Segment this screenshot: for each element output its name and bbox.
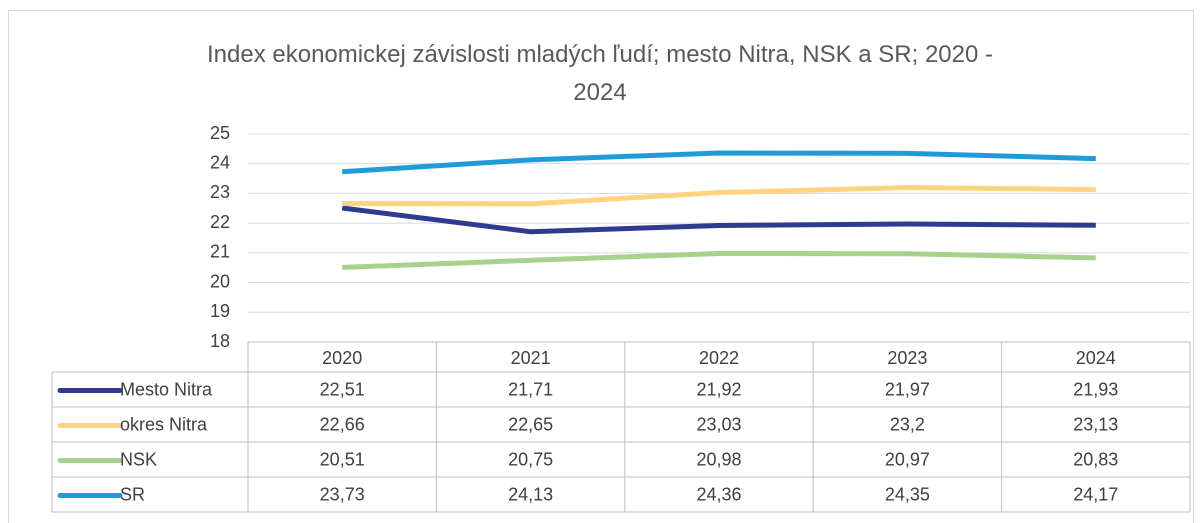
data-label: 24,36 — [696, 484, 741, 504]
y-tick-label: 23 — [210, 182, 230, 202]
data-label: 21,97 — [885, 379, 930, 399]
x-tick-label: 2020 — [322, 348, 362, 368]
data-label: 21,92 — [696, 379, 741, 399]
data-label: 20,75 — [508, 449, 553, 469]
data-label: 20,51 — [320, 449, 365, 469]
data-label: 20,83 — [1073, 449, 1118, 469]
data-label: 23,13 — [1073, 414, 1118, 434]
data-label: 22,51 — [320, 379, 365, 399]
data-label: 21,71 — [508, 379, 553, 399]
chart-title: Index ekonomickej závislosti mladých ľud… — [207, 41, 993, 106]
legend-label: okres Nitra — [120, 414, 208, 434]
y-tick-label: 18 — [210, 331, 230, 351]
data-label: 23,73 — [320, 484, 365, 504]
y-tick-label: 22 — [210, 212, 230, 232]
data-label: 22,66 — [320, 414, 365, 434]
legend-label: NSK — [120, 449, 157, 469]
y-tick-label: 19 — [210, 301, 230, 321]
x-tick-label: 2023 — [887, 348, 927, 368]
data-label: 24,17 — [1073, 484, 1118, 504]
series-line — [342, 184, 1096, 207]
y-tick-label: 20 — [210, 271, 230, 291]
x-tick-label: 2024 — [1076, 348, 1116, 368]
data-label: 23,2 — [890, 414, 925, 434]
series-line — [342, 150, 1096, 175]
y-tick-label: 21 — [210, 242, 230, 262]
chart-border — [8, 10, 1194, 523]
legend-label: Mesto Nitra — [120, 379, 213, 399]
data-label: 20,98 — [696, 449, 741, 469]
legend-label: SR — [120, 484, 145, 504]
series-line — [342, 250, 1096, 270]
data-label: 23,03 — [696, 414, 741, 434]
data-label: 20,97 — [885, 449, 930, 469]
data-label: 22,65 — [508, 414, 553, 434]
series-line — [341, 205, 1096, 235]
data-label: 24,13 — [508, 484, 553, 504]
y-tick-label: 24 — [210, 152, 230, 172]
x-tick-label: 2022 — [699, 348, 739, 368]
y-tick-label: 25 — [210, 123, 230, 143]
data-label: 21,93 — [1073, 379, 1118, 399]
x-tick-label: 2021 — [511, 348, 551, 368]
data-label: 24,35 — [885, 484, 930, 504]
